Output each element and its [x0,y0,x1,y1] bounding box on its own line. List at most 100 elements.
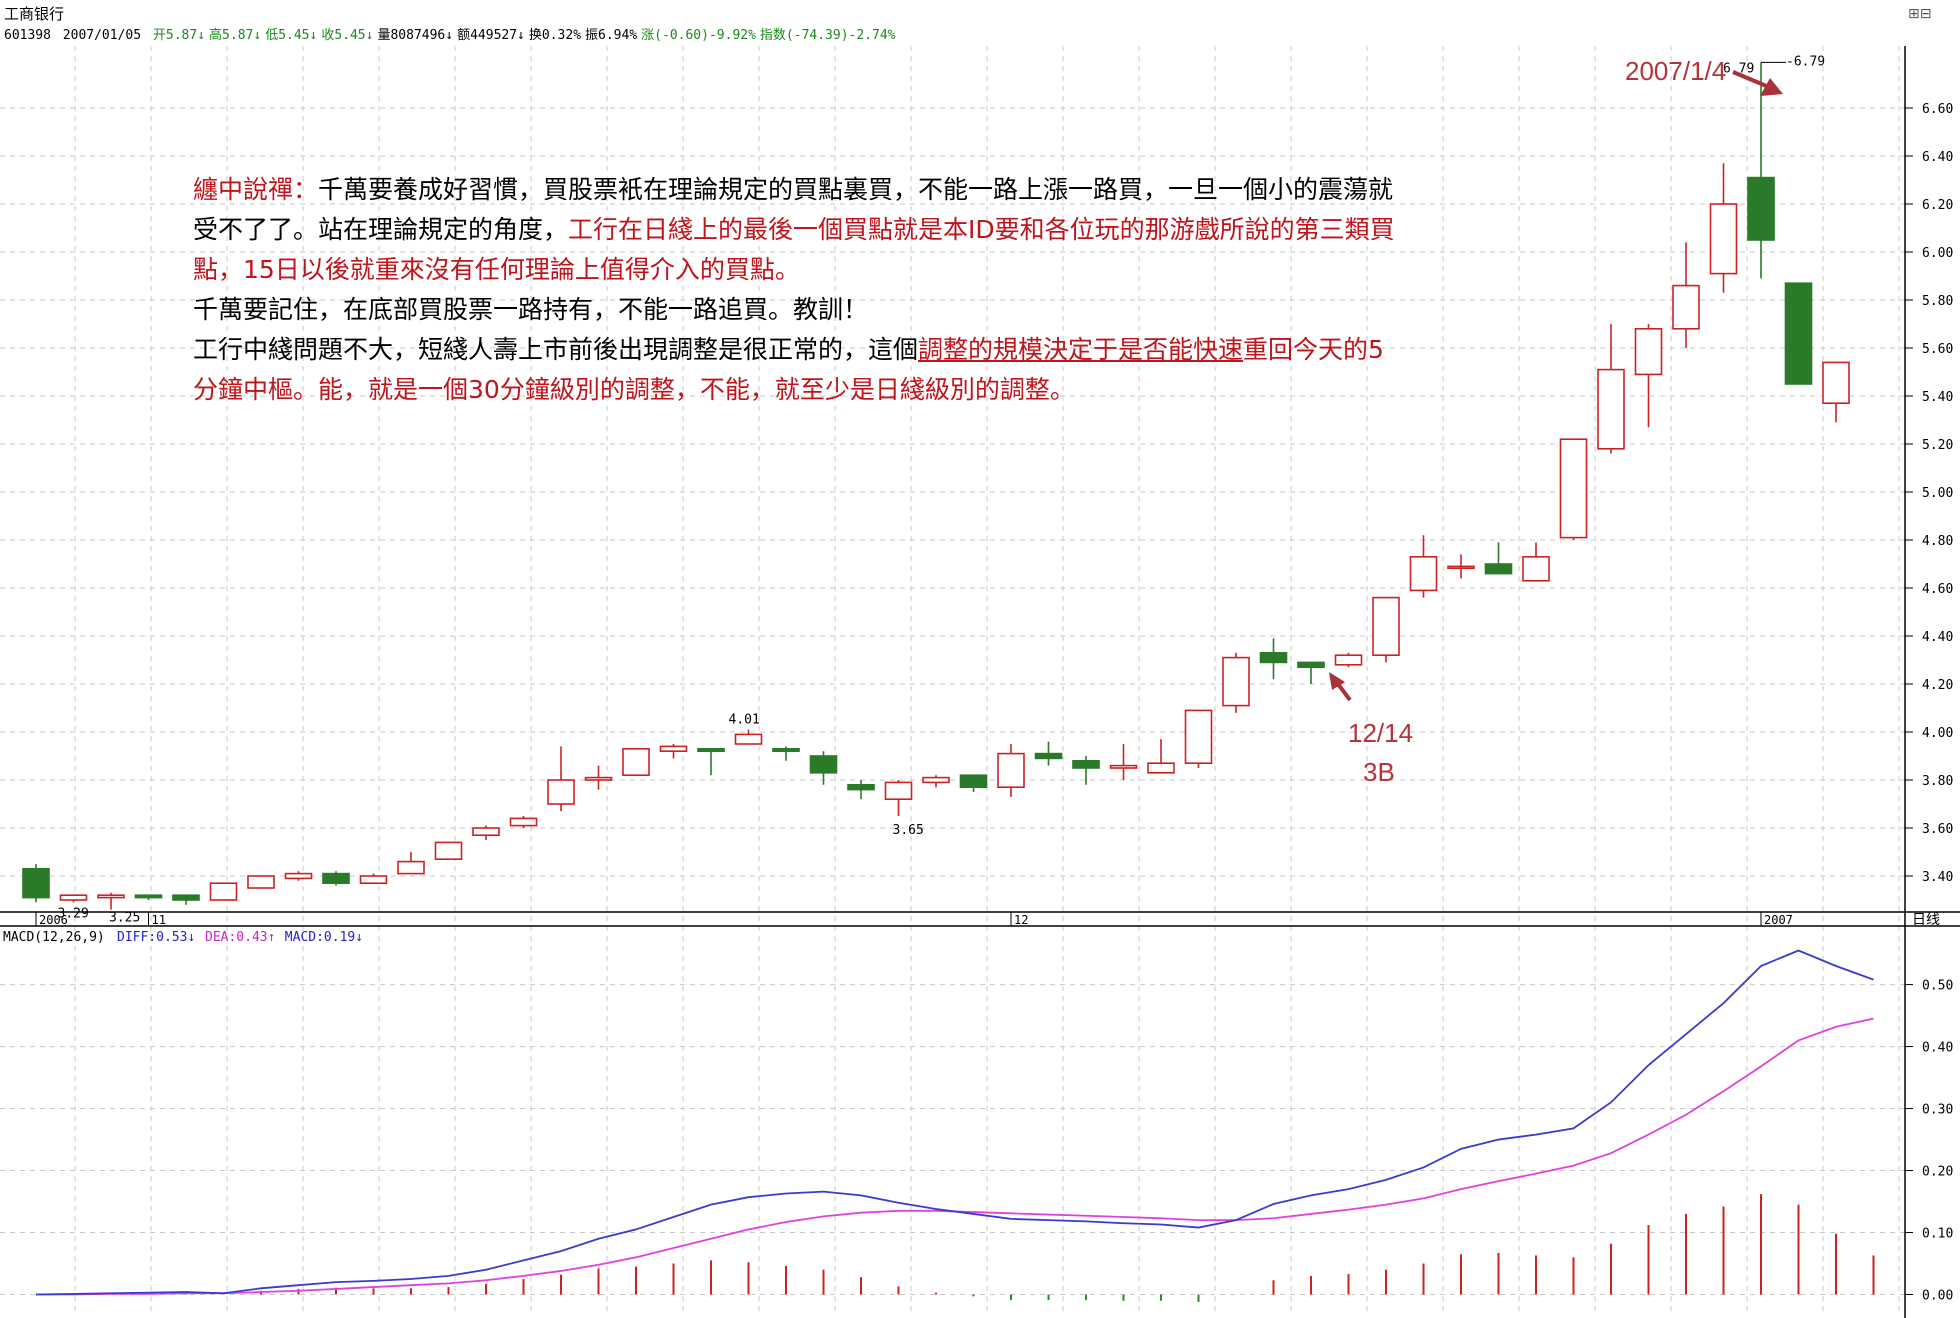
chart-labels: 3.29 3.25 4.01 3.65 6.79 -6.79 MACD(12,26,9) DI… [3,54,1825,945]
macd-legend-item: DIFF:0.53↓ [117,930,195,945]
candle-body [434,841,463,861]
candle-body [884,781,913,801]
candle-body [1034,752,1063,760]
macd-tick-label: 0.40 [1922,1041,1953,1056]
candle-body [1784,282,1813,385]
commentary-paragraph-3: 工行中綫問題不大，短綫人壽上市前後出現調整是很正常的，這個調整的規模決定于是否能… [193,330,1403,410]
candle-body [172,894,200,901]
macd-tick-label: 0.50 [1922,979,1953,994]
date-tick-label: 2007 [1764,913,1793,927]
candle-body [1672,284,1700,330]
commentary-text: 纏中說禪：千萬要養成好習慣，買股票衹在理論規定的買點裏買，不能一路上漲一路買，一… [193,170,1403,410]
quote-field: 量8087496↓ [377,28,454,43]
candle-body [1747,176,1775,241]
annotation-2007-1-4: 2007/1/4 [1625,56,1727,86]
commentary-paragraph-2: 千萬要記住，在底部買股票一路持有，不能一路追買。教訓！ [193,295,869,324]
arrow-head-dec14 [1329,672,1345,690]
annotation-3b: 3B [1363,757,1395,787]
price-tick-label: 3.60 [1922,822,1953,837]
date-tick-label: 2006 [39,913,68,927]
price-tick-label: 6.20 [1922,198,1953,213]
candle-body [1559,438,1588,539]
candle-body [847,783,875,791]
annotation-arrows [1329,70,1783,702]
candle-body [959,774,988,789]
candle-body [1184,709,1213,765]
candle-body [284,872,313,880]
macd-tick-label: 0.20 [1922,1165,1953,1180]
candle-body [1334,654,1363,666]
candle-body [59,894,88,901]
price-label: 4.01 [729,713,760,728]
quote-header: 工商银行 601398 2007/01/05 开5.87↓ 高5.87↓ 低5.45… [0,0,1931,46]
candlestick-series [22,62,1850,910]
stock-name: 工商银行 [4,5,65,23]
candle-body [997,752,1025,788]
candle-body [922,776,950,784]
candle-body [772,747,800,752]
price-label: 3.25 [109,911,140,926]
date-tick-label: 11 [152,913,166,927]
candle-body [247,875,275,889]
macd-line-dea [36,1017,1874,1296]
candle-body [1072,759,1100,769]
candle-body [697,747,725,752]
macd-legend-item: DEA:0.43↑ [205,930,275,945]
commentary-paragraph-1: 纏中說禪：千萬要養成好習慣，買股票衹在理論規定的買點裏買，不能一路上漲一路買，一… [193,170,1403,290]
candle-body [1147,762,1175,774]
annotation-12-14: 12/14 [1348,718,1414,748]
quote-field: 开5.87↓ [152,28,206,43]
candle-body [472,827,500,836]
candle-body [1522,555,1550,582]
candle-body [809,755,838,774]
quote-field: 额449527↓ [457,28,525,43]
candle-body [134,894,163,899]
date-tick-label: 12 [1014,913,1028,927]
price-tick-label: 5.20 [1922,438,1953,453]
price-tick-label: 6.40 [1922,150,1953,165]
macd-title: MACD(12,26,9) [3,930,105,945]
commentary-p1: 千萬要養成好習慣，買股票衹在理論規定的買點裏買，不能一路上漲一路買，一旦一個小的… [193,175,1394,244]
quote-line: 601398 2007/01/05 开5.87↓ 高5.87↓ 低5.45↓ 收5.4… [4,24,904,43]
commentary-p3-underlined: 調整的規模決定于是否能快速 [918,335,1244,364]
candle-body [1597,368,1625,450]
price-tick-label: 5.40 [1922,390,1953,405]
macd-series [35,949,1875,1302]
candle-body [1222,656,1250,707]
candle-body [1822,361,1850,404]
candle-body [397,860,425,875]
price-tick-label: 3.80 [1922,774,1953,789]
candle-body [22,867,50,899]
price-tick-label: 4.00 [1922,726,1953,741]
price-tick-label: 6.60 [1922,102,1953,117]
price-tick-label: 5.00 [1922,486,1953,501]
macd-tick-label: 0.30 [1922,1103,1953,1118]
quote-date: 2007/01/05 [62,28,142,43]
candle-body [509,817,538,827]
candle-body [1297,661,1325,669]
candle-body [659,745,688,753]
commentary-p1-red: 工行在日綫上的最後一個買點就是本ID要和各位玩的那游戲所說的第三類買點，15日以… [193,215,1395,284]
arrow-head-jan4 [1760,78,1783,96]
price-tick-label: 4.40 [1922,630,1953,645]
price-tick-label: 5.60 [1922,342,1953,357]
axes: 3.40 3.60 3.80 4.00 4.20 4.40 4.60 4.80 5.00 5.20… [0,46,1960,1318]
candle-body [734,733,763,745]
candle-body [1709,203,1738,275]
quote-field: 低5.45↓ [265,28,318,43]
candle-body [1409,555,1438,592]
price-tick-label: 4.60 [1922,582,1953,597]
price-tick-label: 4.20 [1922,678,1953,693]
quote-field: 换0.32% [528,28,582,43]
candle-body [622,747,650,776]
price-tick-label: 6.00 [1922,246,1953,261]
panel-menu-icon[interactable]: ⊞⊟ [1908,6,1932,22]
period-label: 日线 [1912,912,1940,928]
candle-body [1484,563,1513,575]
quote-field: 涨(-0.60)-9.92% [641,28,756,43]
grid [0,46,1905,1312]
candle-body [1259,651,1288,664]
candle-body [359,875,388,884]
price-label: 3.65 [893,823,924,838]
